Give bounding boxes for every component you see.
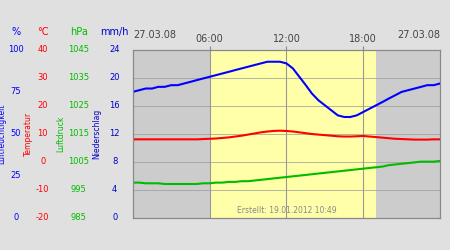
Text: 50: 50 (10, 129, 21, 138)
Text: Luftfeuchtigkeit: Luftfeuchtigkeit (0, 104, 7, 164)
Text: Temperatur: Temperatur (24, 112, 33, 156)
Text: 4: 4 (112, 185, 117, 194)
Text: 30: 30 (37, 74, 48, 82)
Text: 1045: 1045 (68, 46, 89, 54)
Text: 25: 25 (10, 171, 21, 180)
Text: 1015: 1015 (68, 129, 89, 138)
Text: 0: 0 (112, 213, 117, 222)
Text: 985: 985 (71, 213, 87, 222)
Text: 1035: 1035 (68, 74, 89, 82)
Text: 75: 75 (10, 87, 21, 96)
Text: %: % (11, 28, 20, 38)
Bar (210, 50, 351, 217)
Text: 24: 24 (109, 46, 120, 54)
Text: -20: -20 (36, 213, 50, 222)
Text: hPa: hPa (70, 28, 88, 38)
Text: 100: 100 (8, 46, 23, 54)
Text: 0: 0 (40, 157, 45, 166)
Text: 995: 995 (71, 185, 86, 194)
Text: 1025: 1025 (68, 101, 89, 110)
Text: Luftdruck: Luftdruck (56, 116, 65, 152)
Text: 12: 12 (109, 129, 120, 138)
Text: 20: 20 (109, 74, 120, 82)
Text: Erstellt: 19.01.2012 10:49: Erstellt: 19.01.2012 10:49 (237, 206, 336, 215)
Text: mm/h: mm/h (100, 28, 129, 38)
Text: 8: 8 (112, 157, 117, 166)
Text: 0: 0 (13, 213, 18, 222)
Text: 16: 16 (109, 101, 120, 110)
Text: 10: 10 (37, 129, 48, 138)
Text: 27.03.08: 27.03.08 (133, 30, 176, 40)
Bar (351, 50, 376, 217)
Text: Niederschlag: Niederschlag (92, 108, 101, 159)
Text: -10: -10 (36, 185, 50, 194)
Text: 1005: 1005 (68, 157, 89, 166)
Text: 27.03.08: 27.03.08 (397, 30, 440, 40)
Text: 20: 20 (37, 101, 48, 110)
Text: 40: 40 (37, 46, 48, 54)
Text: °C: °C (37, 28, 49, 38)
